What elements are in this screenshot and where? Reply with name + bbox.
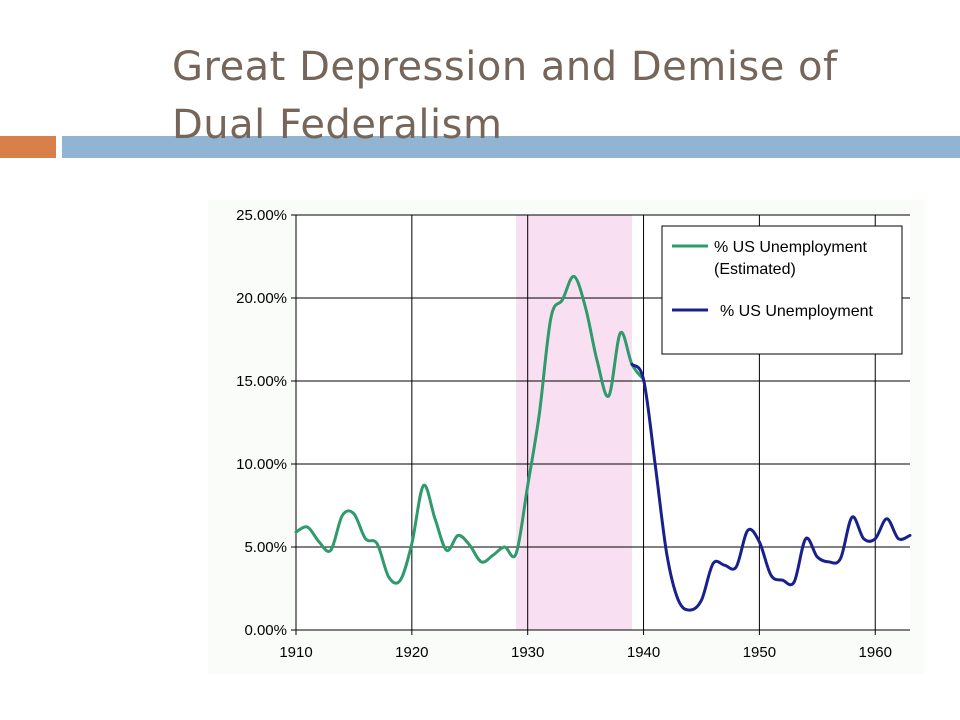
great-depression-shaded-region (516, 215, 632, 630)
legend-label-unemployment: % US Unemployment (720, 303, 874, 320)
legend-label-estimated: % US Unemployment (714, 239, 868, 256)
axes: 0.00% 5.00% 10.00% 15.00% 20.00% 25.00% 1910 19… (236, 207, 910, 661)
y-tick-label: 25.00% (236, 207, 287, 224)
x-tick-label: 1940 (627, 644, 660, 661)
y-tick-label: 10.00% (236, 456, 287, 473)
title-accent-bar-left (0, 136, 56, 158)
x-tick-label: 1930 (511, 644, 544, 661)
x-tick-label: 1910 (279, 644, 312, 661)
x-tick-label: 1960 (859, 644, 892, 661)
series-line-unemployment (630, 362, 912, 612)
y-tick-label: 15.00% (236, 373, 287, 390)
title-accent-bar-right (62, 136, 960, 158)
y-tick-label: 5.00% (244, 539, 287, 556)
slide-title: Great Depression and Demise of Dual Fede… (172, 44, 838, 148)
series-line-estimated (294, 274, 645, 585)
chart-container: 0.00% 5.00% 10.00% 15.00% 20.00% 25.00% 1910 19… (208, 200, 924, 674)
x-tick-label: 1950 (743, 644, 776, 661)
y-tick-label: 0.00% (244, 622, 287, 639)
series-lines (294, 274, 912, 612)
legend-label-estimated: (Estimated) (714, 261, 796, 278)
unemployment-line-chart: 0.00% 5.00% 10.00% 15.00% 20.00% 25.00% 1910 19… (208, 200, 924, 674)
legend: % US Unemployment (Estimated) % US Unemplo… (661, 225, 903, 355)
y-tick-label: 20.00% (236, 290, 287, 307)
x-tick-label: 1920 (395, 644, 428, 661)
